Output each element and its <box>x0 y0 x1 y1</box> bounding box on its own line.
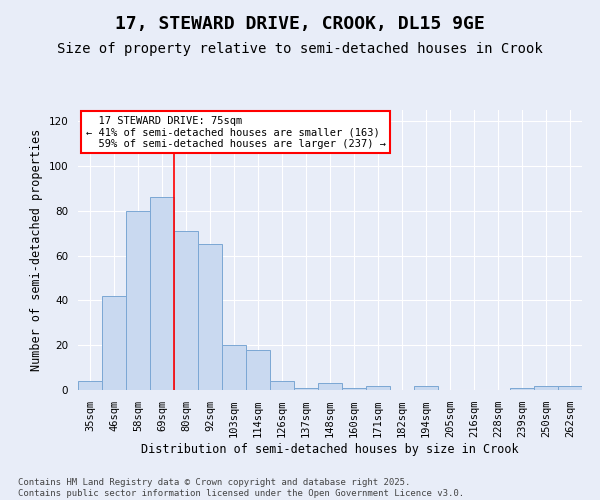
Y-axis label: Number of semi-detached properties: Number of semi-detached properties <box>30 129 43 371</box>
Bar <box>246 350 270 390</box>
Bar <box>294 388 318 390</box>
Bar <box>366 386 390 390</box>
Bar <box>78 381 102 390</box>
Bar <box>198 244 222 390</box>
Bar <box>126 211 150 390</box>
Bar <box>558 386 582 390</box>
Bar <box>342 388 366 390</box>
Bar <box>150 198 174 390</box>
Text: Size of property relative to semi-detached houses in Crook: Size of property relative to semi-detach… <box>57 42 543 56</box>
Bar <box>510 388 534 390</box>
Bar <box>102 296 126 390</box>
Bar <box>318 384 342 390</box>
Bar <box>174 231 198 390</box>
Bar <box>222 345 246 390</box>
X-axis label: Distribution of semi-detached houses by size in Crook: Distribution of semi-detached houses by … <box>141 443 519 456</box>
Text: Contains HM Land Registry data © Crown copyright and database right 2025.
Contai: Contains HM Land Registry data © Crown c… <box>18 478 464 498</box>
Text: 17 STEWARD DRIVE: 75sqm
← 41% of semi-detached houses are smaller (163)
  59% of: 17 STEWARD DRIVE: 75sqm ← 41% of semi-de… <box>86 116 386 149</box>
Bar <box>414 386 438 390</box>
Bar <box>270 381 294 390</box>
Text: 17, STEWARD DRIVE, CROOK, DL15 9GE: 17, STEWARD DRIVE, CROOK, DL15 9GE <box>115 15 485 33</box>
Bar <box>534 386 558 390</box>
